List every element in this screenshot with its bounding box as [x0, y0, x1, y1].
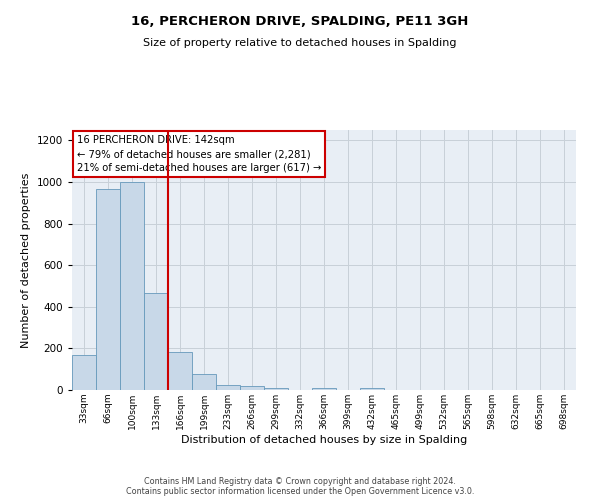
Bar	[240, 386, 264, 390]
Bar	[264, 388, 288, 390]
Text: 16 PERCHERON DRIVE: 142sqm
← 79% of detached houses are smaller (2,281)
21% of s: 16 PERCHERON DRIVE: 142sqm ← 79% of deta…	[77, 135, 322, 173]
Bar	[168, 352, 192, 390]
Bar	[120, 182, 144, 390]
Text: Size of property relative to detached houses in Spalding: Size of property relative to detached ho…	[143, 38, 457, 48]
Bar	[216, 385, 240, 390]
Bar	[360, 388, 384, 390]
Bar	[192, 374, 216, 390]
Bar	[312, 388, 336, 390]
X-axis label: Distribution of detached houses by size in Spalding: Distribution of detached houses by size …	[181, 434, 467, 444]
Y-axis label: Number of detached properties: Number of detached properties	[21, 172, 31, 348]
Text: 16, PERCHERON DRIVE, SPALDING, PE11 3GH: 16, PERCHERON DRIVE, SPALDING, PE11 3GH	[131, 15, 469, 28]
Text: Contains HM Land Registry data © Crown copyright and database right 2024.: Contains HM Land Registry data © Crown c…	[144, 477, 456, 486]
Bar	[144, 294, 168, 390]
Text: Contains public sector information licensed under the Open Government Licence v3: Contains public sector information licen…	[126, 487, 474, 496]
Bar	[96, 190, 120, 390]
Bar	[72, 354, 96, 390]
